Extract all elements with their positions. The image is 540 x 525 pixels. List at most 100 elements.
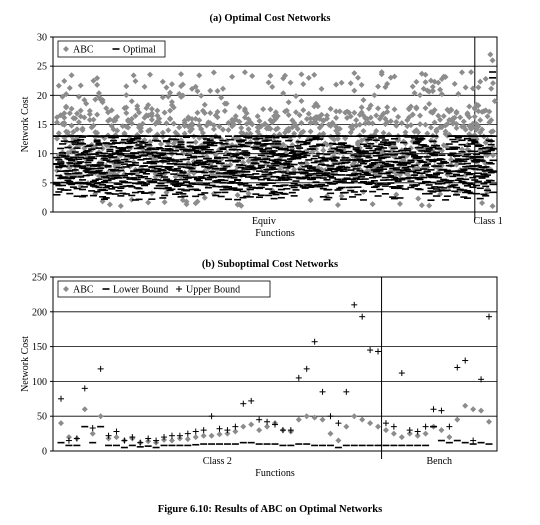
chart-a-title: (a) Optimal Cost Networks <box>209 13 331 24</box>
abc-point <box>438 427 445 434</box>
abc-point <box>292 109 299 116</box>
abc-point <box>261 120 268 127</box>
chart-b-title: (b) Suboptimal Cost Networks <box>201 259 339 270</box>
abc-point <box>210 126 217 133</box>
abc-point <box>66 110 73 117</box>
abc-point <box>414 432 421 439</box>
abc-point <box>99 145 106 152</box>
abc-point <box>68 105 75 112</box>
abc-point <box>147 71 154 78</box>
abc-point <box>398 120 405 127</box>
abc-point <box>307 115 314 122</box>
abc-point <box>338 79 345 86</box>
abc-point <box>327 105 334 112</box>
abc-point <box>349 122 356 129</box>
abc-point <box>170 120 177 127</box>
abc-point <box>458 69 465 76</box>
abc-point <box>132 78 139 85</box>
chart-0-legend <box>57 40 166 58</box>
abc-point <box>335 437 342 444</box>
abc-point <box>451 80 458 87</box>
chart-0-ytick-label: 0 <box>42 208 47 219</box>
abc-point <box>147 139 154 146</box>
chart-1-legend <box>57 280 271 298</box>
abc-point <box>223 100 230 107</box>
abc-point <box>134 103 141 110</box>
abc-point <box>241 69 248 76</box>
chart-1-region-label: Class 2 <box>203 456 232 467</box>
abc-point <box>224 430 231 437</box>
abc-point <box>199 130 206 137</box>
figure-caption: Figure 6.10: Results of ABC on Optimal N… <box>157 504 383 515</box>
abc-point <box>415 195 422 202</box>
abc-point <box>380 129 387 136</box>
abc-point <box>475 108 482 115</box>
abc-point <box>438 91 445 98</box>
abc-point <box>375 83 382 90</box>
abc-point <box>387 118 394 125</box>
abc-point <box>291 130 298 137</box>
abc-point <box>113 434 120 441</box>
abc-point <box>424 130 431 137</box>
abc-point <box>475 84 482 91</box>
abc-point <box>128 98 135 105</box>
abc-point <box>393 122 400 129</box>
abc-point <box>165 127 172 134</box>
abc-point <box>128 196 135 203</box>
abc-point <box>200 432 207 439</box>
abc-point <box>489 203 496 210</box>
abc-point <box>402 129 409 136</box>
abc-point <box>136 109 143 116</box>
abc-point <box>194 109 201 116</box>
abc-point <box>300 128 307 135</box>
abc-point <box>254 113 261 120</box>
abc-point <box>300 81 307 88</box>
abc-point <box>373 112 380 119</box>
chart-0-ytick-label: 10 <box>37 149 47 160</box>
abc-point <box>220 85 227 92</box>
abc-point <box>453 120 460 127</box>
abc-point <box>123 104 130 111</box>
abc-point <box>114 113 121 120</box>
abc-point <box>384 80 391 87</box>
abc-point <box>74 126 81 133</box>
abc-point <box>54 119 60 126</box>
abc-point <box>196 72 203 79</box>
abc-point <box>391 73 398 80</box>
abc-point <box>367 102 374 109</box>
abc-point <box>347 113 354 120</box>
abc-point <box>303 115 310 122</box>
chart-1-ytick-label: 0 <box>42 447 47 458</box>
abc-point <box>123 92 130 99</box>
abc-point <box>427 124 434 131</box>
abc-point <box>466 103 473 110</box>
abc-point <box>314 103 321 110</box>
chart-0-ytick-label: 15 <box>37 120 47 131</box>
abc-point <box>338 193 345 200</box>
abc-point <box>457 114 464 121</box>
abc-point <box>132 112 139 119</box>
abc-point <box>225 126 232 133</box>
abc-point <box>117 202 124 209</box>
abc-point <box>181 130 188 137</box>
abc-point <box>393 191 400 198</box>
abc-point <box>54 167 60 174</box>
chart-0-ytick-label: 20 <box>37 91 47 102</box>
abc-point <box>179 92 186 99</box>
abc-point <box>311 71 318 78</box>
abc-point <box>479 126 486 133</box>
abc-point <box>351 87 358 94</box>
abc-point <box>356 132 363 139</box>
abc-point <box>455 90 462 97</box>
abc-point <box>349 125 356 132</box>
abc-point <box>188 122 195 129</box>
upper-bound-series <box>58 301 492 446</box>
abc-point <box>320 130 327 137</box>
abc-point <box>282 72 289 79</box>
abc-point <box>83 100 90 107</box>
abc-point <box>319 416 326 423</box>
abc-point <box>411 90 418 97</box>
abc-point <box>159 94 166 101</box>
abc-point <box>422 430 429 437</box>
abc-point <box>81 114 88 121</box>
